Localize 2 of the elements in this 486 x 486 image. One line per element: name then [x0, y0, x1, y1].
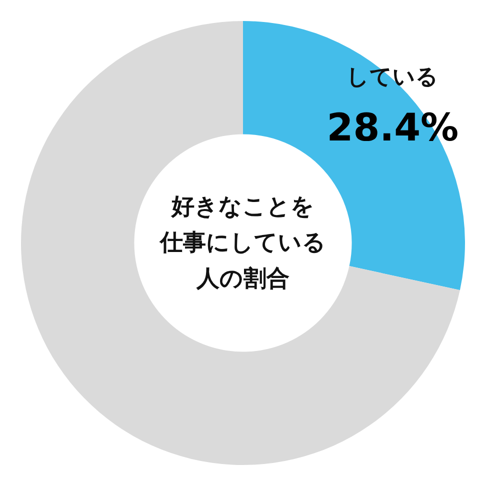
slice-label: している: [346, 64, 439, 90]
text: 好きなことを仕事にしている人の割合: [159, 194, 326, 292]
